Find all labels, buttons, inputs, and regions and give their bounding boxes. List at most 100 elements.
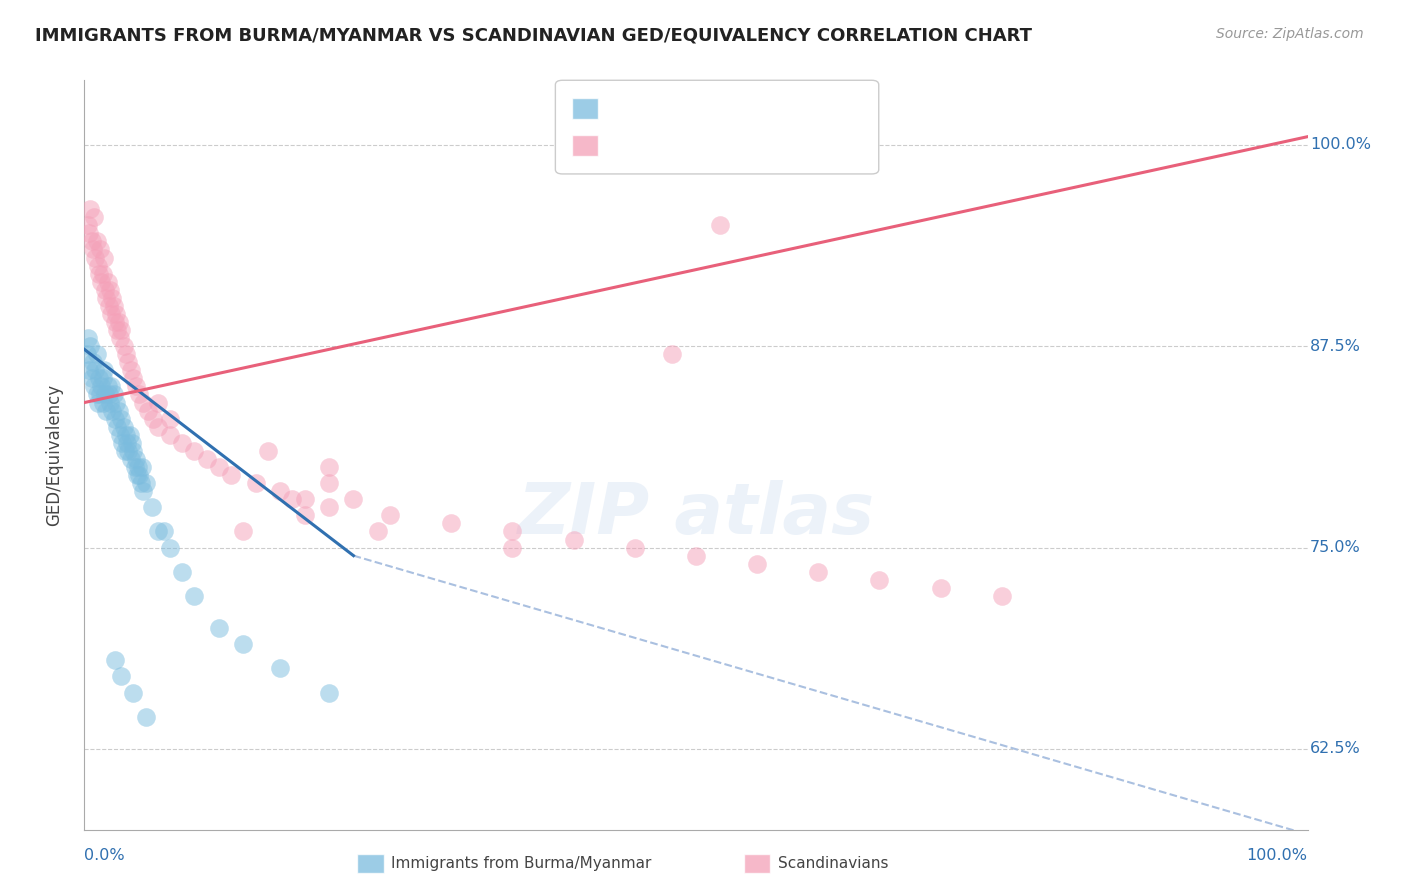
Point bbox=[219, 468, 242, 483]
Point bbox=[114, 443, 136, 458]
Point bbox=[93, 363, 115, 377]
Text: 100.0%: 100.0% bbox=[1310, 137, 1371, 153]
Point bbox=[232, 637, 254, 651]
Text: 87.5%: 87.5% bbox=[1310, 339, 1361, 353]
Point bbox=[86, 347, 108, 361]
Point bbox=[107, 315, 129, 329]
Point bbox=[318, 460, 340, 475]
Point bbox=[183, 589, 205, 603]
Point bbox=[112, 339, 135, 353]
Point bbox=[502, 541, 524, 555]
Point bbox=[115, 427, 138, 442]
Point bbox=[105, 395, 128, 409]
Point bbox=[118, 427, 141, 442]
Point bbox=[110, 323, 132, 337]
Point bbox=[91, 395, 114, 409]
Text: R = -0.125   N = 64: R = -0.125 N = 64 bbox=[607, 99, 807, 118]
Point bbox=[117, 443, 139, 458]
Point bbox=[685, 549, 707, 563]
Point bbox=[127, 460, 149, 475]
Point bbox=[135, 710, 157, 724]
Point bbox=[80, 235, 103, 249]
Point bbox=[125, 468, 148, 483]
Point bbox=[101, 291, 124, 305]
Point bbox=[245, 476, 267, 491]
Point bbox=[105, 323, 128, 337]
Point bbox=[104, 411, 127, 425]
Point bbox=[79, 339, 101, 353]
Point bbox=[991, 589, 1014, 603]
Point bbox=[183, 443, 205, 458]
Y-axis label: GED/Equivalency: GED/Equivalency bbox=[45, 384, 63, 526]
Point bbox=[125, 452, 148, 467]
Point bbox=[87, 395, 110, 409]
Point bbox=[232, 524, 254, 539]
Point bbox=[96, 403, 118, 417]
Point bbox=[122, 371, 145, 385]
Point bbox=[89, 243, 111, 257]
Point bbox=[929, 581, 952, 595]
Point bbox=[195, 452, 218, 467]
Point bbox=[104, 653, 127, 667]
Point bbox=[108, 331, 131, 345]
Point bbox=[146, 524, 169, 539]
Point bbox=[103, 387, 125, 401]
Point bbox=[502, 524, 524, 539]
Point bbox=[83, 379, 105, 393]
Point bbox=[98, 395, 121, 409]
Point bbox=[562, 533, 585, 547]
Point bbox=[98, 283, 121, 297]
Point bbox=[318, 685, 340, 699]
Point bbox=[136, 403, 159, 417]
Text: Source: ZipAtlas.com: Source: ZipAtlas.com bbox=[1216, 27, 1364, 41]
Point bbox=[380, 508, 402, 523]
Point bbox=[624, 541, 647, 555]
Point bbox=[159, 541, 181, 555]
Point bbox=[84, 251, 107, 265]
Point bbox=[115, 435, 138, 450]
Text: 0.0%: 0.0% bbox=[84, 848, 125, 863]
Point bbox=[90, 275, 112, 289]
Point bbox=[135, 476, 157, 491]
Text: 75.0%: 75.0% bbox=[1310, 540, 1361, 555]
Point bbox=[110, 411, 132, 425]
Point bbox=[367, 524, 389, 539]
Point bbox=[440, 516, 463, 531]
Point bbox=[146, 419, 169, 434]
Point bbox=[122, 685, 145, 699]
Point bbox=[91, 371, 114, 385]
Point bbox=[97, 379, 120, 393]
Point bbox=[747, 557, 769, 571]
Point bbox=[105, 307, 128, 321]
Point bbox=[100, 307, 122, 321]
Point bbox=[104, 315, 127, 329]
Point bbox=[96, 291, 118, 305]
Point bbox=[110, 669, 132, 683]
Point bbox=[86, 235, 108, 249]
Text: 100.0%: 100.0% bbox=[1247, 848, 1308, 863]
Point bbox=[111, 435, 134, 450]
Point bbox=[105, 419, 128, 434]
Point bbox=[318, 500, 340, 515]
Point bbox=[115, 347, 138, 361]
Point bbox=[172, 565, 194, 579]
Point bbox=[342, 492, 364, 507]
Point bbox=[153, 524, 176, 539]
Point bbox=[77, 219, 100, 233]
Point bbox=[146, 395, 169, 409]
Point bbox=[90, 379, 112, 393]
Text: Immigrants from Burma/Myanmar: Immigrants from Burma/Myanmar bbox=[391, 856, 651, 871]
Point bbox=[132, 484, 155, 499]
Point bbox=[269, 661, 291, 675]
Point bbox=[129, 476, 152, 491]
Point bbox=[208, 460, 231, 475]
Point bbox=[97, 387, 120, 401]
Point bbox=[208, 621, 231, 635]
Point bbox=[128, 387, 150, 401]
Point bbox=[257, 443, 280, 458]
Point bbox=[172, 435, 194, 450]
Point bbox=[125, 379, 148, 393]
Point bbox=[93, 251, 115, 265]
Point bbox=[84, 363, 107, 377]
Point bbox=[101, 403, 124, 417]
